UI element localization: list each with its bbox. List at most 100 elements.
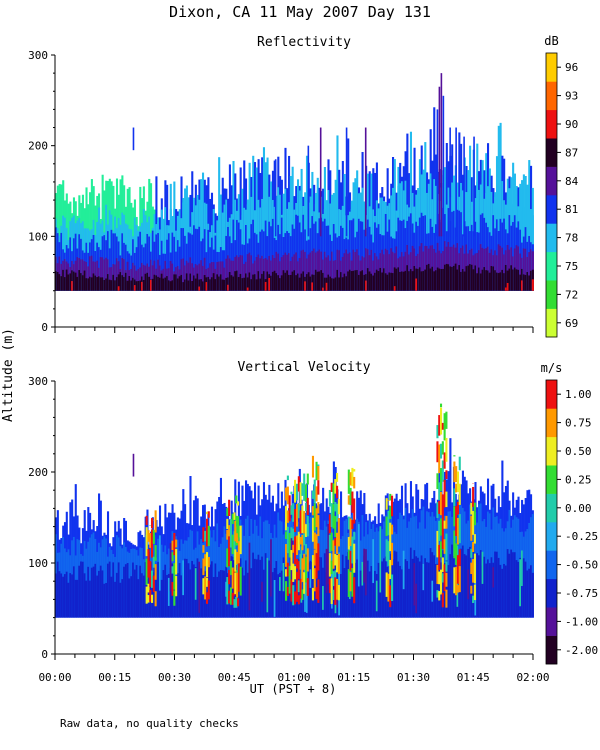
updraft-cell — [347, 550, 350, 560]
velocity-cell — [404, 559, 407, 618]
updraft-cell — [295, 571, 299, 602]
reflectivity-cell — [282, 270, 285, 291]
velocity-cell — [288, 570, 291, 618]
reflectivity-cell — [223, 279, 226, 291]
colorbar-swatch — [546, 550, 557, 580]
updraft-cell — [311, 455, 315, 478]
reflectivity-cell — [388, 254, 391, 291]
reflectivity-cell — [270, 260, 273, 291]
velocity-cell — [182, 572, 185, 618]
reflectivity-cell — [198, 263, 201, 291]
reflectivity-cell — [232, 260, 235, 291]
updraft-cell — [202, 545, 205, 553]
reflectivity-cell — [486, 270, 490, 291]
velocity-cell — [420, 555, 423, 618]
reflectivity-cell — [409, 269, 413, 291]
velocity-cell — [105, 538, 108, 618]
colorbar-label: 81 — [565, 203, 578, 216]
reflectivity-cell — [94, 275, 97, 291]
updraft-cell — [385, 516, 388, 537]
reflectivity-cell — [92, 273, 95, 291]
reflectivity-cell — [304, 251, 307, 291]
updraft-cell — [303, 473, 306, 501]
updraft-cell — [317, 543, 320, 571]
reflectivity-cell — [461, 269, 464, 291]
velocity-cell — [424, 558, 427, 618]
reflectivity-cell — [521, 280, 524, 291]
updraft-cell — [349, 487, 352, 506]
reflectivity-cell — [314, 269, 318, 291]
reflectivity-cell — [300, 250, 303, 291]
reflectivity-cell — [522, 248, 525, 291]
reflectivity-cell — [322, 272, 325, 291]
velocity-cell — [155, 563, 158, 618]
updraft-cell — [453, 506, 456, 527]
updraft-cell — [150, 570, 154, 588]
reflectivity-cell — [164, 260, 167, 291]
updraft-cell — [473, 584, 476, 601]
reflectivity-cell — [169, 260, 172, 291]
reflectivity-cell — [359, 221, 362, 291]
updraft-cell — [207, 525, 210, 547]
reflectivity-cell — [454, 263, 457, 291]
reflectivity-cell — [486, 246, 490, 291]
reflectivity-cell — [370, 249, 373, 291]
reflectivity-cell — [499, 245, 502, 291]
reflectivity-cell — [150, 259, 153, 291]
updraft-cell — [390, 574, 394, 602]
reflectivity-cell — [227, 255, 230, 291]
reflectivity-cell — [300, 273, 303, 291]
updraft-cell — [334, 577, 337, 605]
velocity-cell — [486, 559, 490, 618]
updraft-cell — [228, 536, 231, 567]
updraft-cell — [229, 519, 232, 548]
colorbar-swatch — [546, 578, 557, 608]
reflectivity-panel: Reflectivity 0 100 200 300 dB 69 72 75 78 81 84 87 90… — [28, 34, 579, 338]
updraft-cell — [236, 572, 239, 598]
updraft-cell — [334, 479, 337, 494]
velocity-cell — [517, 561, 520, 618]
reflectivity-cell — [436, 267, 439, 291]
velocity-cell — [141, 573, 144, 618]
reflectivity-cell — [76, 276, 79, 291]
reflectivity-cell — [311, 250, 314, 291]
velocity-cell — [175, 580, 178, 618]
colorbar-label: -0.50 — [565, 559, 598, 572]
updraft-cell — [330, 532, 333, 551]
updraft-cell — [332, 571, 335, 587]
updraft-cell — [295, 483, 299, 501]
reflectivity-cell — [246, 287, 249, 291]
reflectivity-cell — [180, 274, 183, 291]
updraft-cell — [202, 558, 205, 576]
velocity-cell — [255, 559, 258, 618]
updraft-cell — [443, 452, 446, 469]
updraft-cell — [154, 510, 157, 533]
updraft-cell — [152, 529, 155, 544]
velocity-cell — [241, 567, 244, 618]
reflectivity-cell — [142, 279, 145, 291]
updraft-cell — [295, 558, 299, 569]
reflectivity-cell — [350, 271, 353, 291]
reflectivity-cell — [201, 281, 205, 291]
reflectivity-cell — [332, 278, 335, 291]
updraft-cell — [436, 564, 439, 584]
velocity-cell — [357, 524, 361, 587]
updraft-cell — [389, 585, 392, 608]
updraft-cell — [149, 533, 152, 548]
updraft-cell — [441, 592, 444, 608]
reflectivity-cell — [458, 265, 461, 291]
reflectivity-cell — [479, 244, 482, 291]
velocity-cell — [246, 515, 249, 618]
updraft-cell — [288, 532, 291, 558]
reflectivity-cell — [198, 279, 201, 291]
reflectivity-cell — [497, 244, 500, 291]
updraft-cell — [306, 473, 309, 485]
updraft-cell — [436, 530, 439, 558]
reflectivity-cell — [191, 263, 194, 291]
reflectivity-cell — [67, 274, 70, 291]
updraft-cell — [286, 562, 289, 577]
reflectivity-cell — [110, 267, 113, 291]
reflectivity-cell — [293, 270, 296, 291]
reflectivity-cell — [352, 270, 355, 291]
